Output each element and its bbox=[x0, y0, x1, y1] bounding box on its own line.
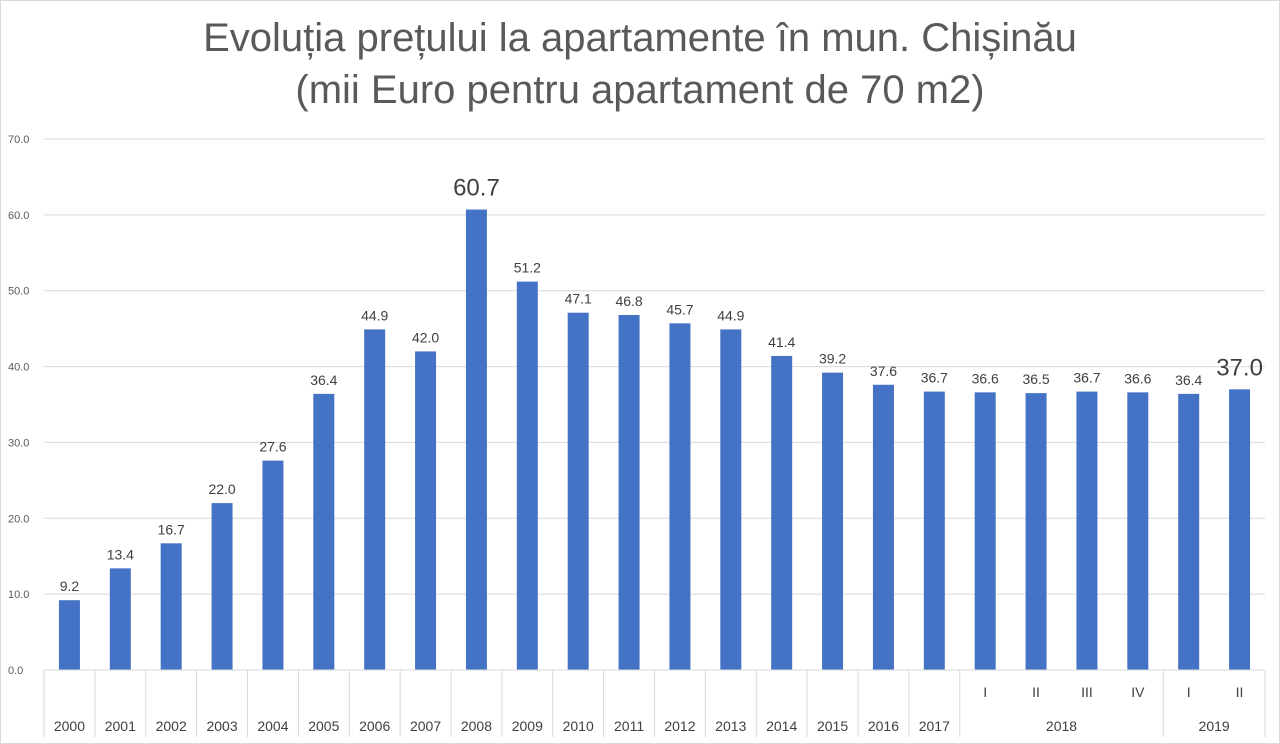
x-tick-label: 2003 bbox=[206, 718, 237, 734]
x-tick-label: 2001 bbox=[105, 718, 136, 734]
x-tick-label: 2004 bbox=[257, 718, 288, 734]
data-label: 36.4 bbox=[1175, 372, 1202, 388]
bar bbox=[211, 503, 233, 670]
x-tick-label: 2005 bbox=[308, 718, 339, 734]
data-labels: 9.2 13.4 16.7 22.0 27.6 36.4 44.9 42.0 60.7 51.2 4… bbox=[60, 175, 1263, 595]
data-label: 36.6 bbox=[972, 370, 999, 386]
x-tick-label: 2009 bbox=[512, 718, 543, 734]
y-tick-label: 40.0 bbox=[8, 362, 29, 374]
x-group-label: 2018 bbox=[1046, 718, 1077, 734]
data-label: 46.8 bbox=[615, 293, 642, 309]
x-axis: 2000 2001 2002 2003 2004 2005 2006 2007 2008 2009… bbox=[43, 669, 1266, 737]
bar bbox=[1025, 393, 1047, 670]
data-label: 42.0 bbox=[412, 329, 439, 345]
x-tick-label: 2006 bbox=[359, 718, 390, 734]
bar bbox=[58, 600, 80, 670]
x-tick-label: I bbox=[1187, 684, 1191, 700]
data-label: 37.0 bbox=[1216, 354, 1263, 381]
y-tick-label: 30.0 bbox=[8, 437, 29, 449]
y-tick-label: 20.0 bbox=[8, 513, 29, 525]
x-tick-label: 2008 bbox=[461, 718, 492, 734]
y-tick-label: 10.0 bbox=[8, 589, 29, 601]
x-tick-label: I bbox=[983, 684, 987, 700]
bar bbox=[1076, 391, 1098, 670]
data-label: 36.6 bbox=[1124, 370, 1151, 386]
x-tick-label: II bbox=[1032, 684, 1040, 700]
data-label: 36.5 bbox=[1022, 371, 1049, 387]
bar bbox=[1229, 389, 1251, 670]
data-label: 16.7 bbox=[158, 521, 185, 537]
gridlines bbox=[44, 138, 1265, 671]
bar bbox=[262, 460, 284, 670]
y-tick-label: 50.0 bbox=[8, 286, 29, 298]
x-tick-label: 2015 bbox=[817, 718, 848, 734]
bar bbox=[822, 372, 844, 670]
chart-title-line-2: (mii Euro pentru apartament de 70 m2) bbox=[295, 68, 985, 112]
x-tick-label: 2016 bbox=[868, 718, 899, 734]
data-label: 51.2 bbox=[514, 260, 541, 276]
bar bbox=[720, 329, 742, 670]
bar bbox=[872, 384, 894, 670]
bar bbox=[1178, 393, 1200, 670]
data-label: 22.0 bbox=[208, 481, 235, 497]
bar bbox=[415, 351, 437, 670]
x-tick-label: III bbox=[1081, 684, 1093, 700]
data-label: 36.4 bbox=[310, 372, 337, 388]
data-label: 27.6 bbox=[259, 439, 286, 455]
bar bbox=[313, 393, 335, 670]
data-label: 9.2 bbox=[60, 578, 80, 594]
x-tick-label: II bbox=[1236, 684, 1244, 700]
y-tick-label: 70.0 bbox=[8, 134, 29, 146]
bar bbox=[364, 329, 386, 670]
data-label: 47.1 bbox=[565, 291, 592, 307]
data-label: 39.2 bbox=[819, 351, 846, 367]
chart-title: Evoluția prețului la apartamente în mun.… bbox=[0, 12, 1280, 116]
y-axis: 0.0 10.0 20.0 30.0 40.0 50.0 60.0 70.0 bbox=[8, 134, 29, 677]
bar bbox=[618, 314, 640, 670]
x-tick-label: 2010 bbox=[563, 718, 594, 734]
data-label: 44.9 bbox=[361, 307, 388, 323]
bar bbox=[465, 209, 487, 670]
data-label: 45.7 bbox=[666, 301, 693, 317]
bar bbox=[771, 355, 793, 670]
data-label: 44.9 bbox=[717, 307, 744, 323]
bar bbox=[974, 392, 996, 670]
bar bbox=[516, 281, 538, 670]
x-tick-label: 2014 bbox=[766, 718, 797, 734]
data-label: 60.7 bbox=[453, 175, 500, 202]
bars bbox=[58, 209, 1251, 670]
x-tick-label: IV bbox=[1131, 684, 1145, 700]
x-tick-label: 2017 bbox=[919, 718, 950, 734]
x-tick-label: 2002 bbox=[156, 718, 187, 734]
x-tick-label: 2013 bbox=[715, 718, 746, 734]
bar bbox=[109, 568, 131, 670]
x-tick-label: 2007 bbox=[410, 718, 441, 734]
x-group-label: 2019 bbox=[1199, 718, 1230, 734]
bar bbox=[567, 312, 589, 670]
bar bbox=[160, 543, 182, 670]
y-tick-label: 0.0 bbox=[8, 665, 23, 677]
data-label: 41.4 bbox=[768, 334, 795, 350]
chart-title-line-1: Evoluția prețului la apartamente în mun.… bbox=[203, 16, 1077, 60]
bar bbox=[1127, 392, 1149, 670]
bar bbox=[669, 323, 691, 670]
data-label: 13.4 bbox=[107, 546, 134, 562]
data-label: 37.6 bbox=[870, 363, 897, 379]
data-label: 36.7 bbox=[921, 370, 948, 386]
x-tick-label: 2012 bbox=[664, 718, 695, 734]
y-tick-label: 60.0 bbox=[8, 210, 29, 222]
data-label: 36.7 bbox=[1073, 370, 1100, 386]
x-tick-label: 2011 bbox=[614, 718, 644, 734]
bar bbox=[923, 391, 945, 670]
x-tick-label: 2000 bbox=[54, 718, 85, 734]
